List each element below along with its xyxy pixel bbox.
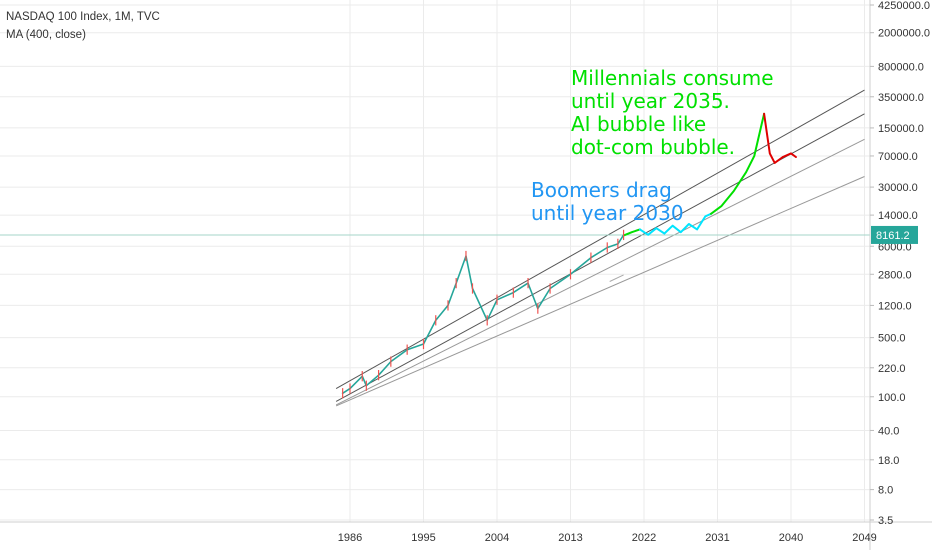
annotation-line: Millennials consume (571, 66, 774, 90)
x-tick-label: 2022 (632, 532, 656, 544)
y-tick-label: 500.0 (878, 333, 906, 345)
last-price-badge-layer: 8161.2 (871, 225, 918, 244)
y-tick-label: 70000.0 (878, 151, 918, 163)
y-tick-label: 2000000.0 (878, 28, 930, 40)
annotation-layer: Millennials consume until year 2035. AI bu… (531, 66, 774, 225)
series-layer (341, 112, 797, 399)
y-tick-label: 40.0 (878, 425, 899, 437)
x-tick-label: 2031 (705, 532, 729, 544)
x-axis[interactable]: 1986 1995 2004 2013 2022 2031 2040 2049 (338, 532, 877, 544)
last-price-badge (871, 225, 918, 244)
y-tick-label: 6000.0 (878, 241, 912, 253)
grid-layer (0, 0, 870, 522)
y-tick-label: 3.5 (878, 515, 893, 527)
y-tick-label: 14000.0 (878, 210, 918, 222)
y-tick-label: 350000.0 (878, 92, 924, 104)
y-tick-label: 30000.0 (878, 182, 918, 194)
annotation-1: Millennials consume until year 2035. AI bu… (571, 66, 774, 159)
x-tick-label: 2049 (852, 532, 876, 544)
y-tick-label: 800000.0 (878, 61, 924, 73)
x-tick-label: 2013 (558, 532, 582, 544)
annotation-2: Boomers drag until year 2030 (531, 178, 684, 225)
annotation-line: until year 2035. (571, 89, 730, 113)
y-tick-label: 4250000.0 (878, 0, 930, 12)
series-line-1 (341, 234, 625, 395)
trendline[interactable] (335, 176, 865, 407)
y-tick-label: 150000.0 (878, 123, 924, 135)
y-tick-label: 18.0 (878, 455, 899, 467)
series-line-4 (710, 112, 766, 215)
x-tick-label: 1995 (411, 532, 435, 544)
annotation-line: until year 2030 (531, 201, 684, 225)
chart-title: NASDAQ 100 Index, 1M, TVC (6, 11, 160, 23)
y-tick-label: 2800.0 (878, 269, 912, 281)
trendline[interactable] (335, 138, 865, 406)
trendline[interactable] (609, 274, 624, 282)
trendline[interactable] (335, 89, 865, 389)
annotation-line: Boomers drag (531, 178, 672, 202)
series-line-5 (763, 112, 797, 164)
x-tick-label: 2040 (779, 532, 803, 544)
y-tick-label: 100.0 (878, 392, 906, 404)
y-axis[interactable]: 4250000.0 2000000.0 800000.0 350000.0 150000… (870, 0, 930, 527)
last-price-label: 8161.2 (876, 230, 910, 242)
annotation-line: dot-com bubble. (571, 135, 735, 159)
indicator-label: MA (400, close) (6, 29, 86, 41)
series-line-3 (638, 212, 712, 236)
y-tick-label: 1200.0 (878, 300, 912, 312)
y-tick-label: 220.0 (878, 363, 906, 375)
series-line-2 (623, 228, 641, 237)
trend-layer (335, 89, 865, 407)
y-tick-label: 8.0 (878, 485, 893, 497)
annotation-line: AI bubble like (571, 112, 706, 136)
x-tick-label: 2004 (485, 532, 509, 544)
x-tick-label: 1986 (338, 532, 362, 544)
